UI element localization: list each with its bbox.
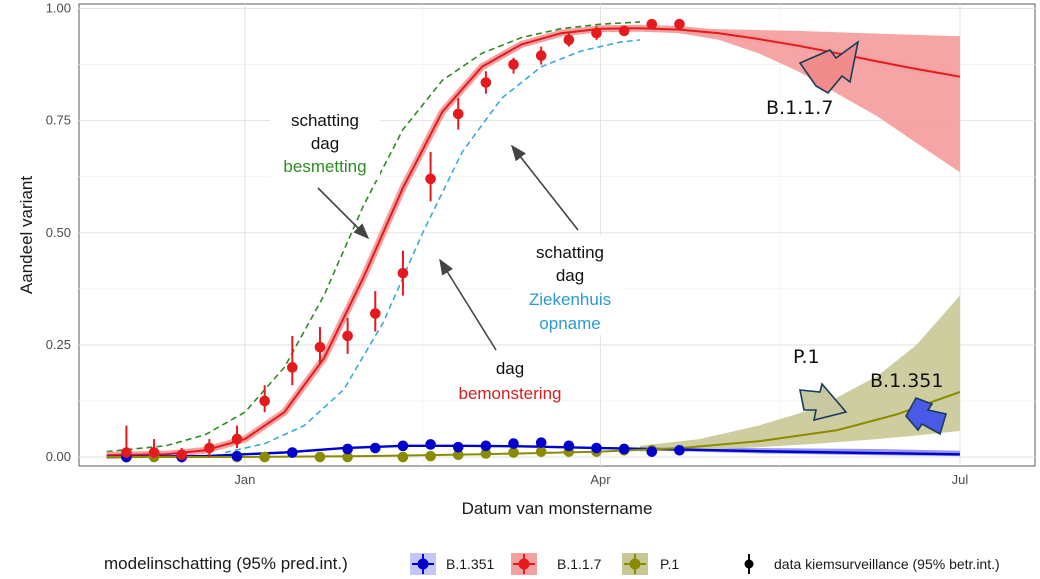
point-B.1.1.7 [148, 447, 160, 458]
point-P.1 [452, 449, 464, 461]
point-B.1.351 [231, 450, 243, 462]
point-B.1.351 [535, 437, 547, 448]
point-B.1.351 [508, 438, 519, 449]
label-b1351: B.1.351 [870, 370, 943, 392]
annotation-infection-line3: besmetting [283, 157, 366, 176]
x-tick-label: Jan [234, 472, 255, 487]
point-B.1.1.7 [314, 341, 326, 353]
legend-label-p1: P.1 [660, 556, 679, 572]
annotation-infection: schatting dag besmetting [270, 108, 380, 240]
point-B.1.1.7 [452, 108, 464, 120]
point-B.1.351 [674, 445, 685, 456]
annotation-infection-arrow [317, 187, 370, 240]
point-B.1.351 [480, 440, 492, 452]
annotation-sampling-line1: dag [496, 359, 524, 378]
x-axis-title: Datum van monstername [462, 499, 653, 518]
point-B.1.1.7 [535, 50, 547, 61]
legend: modelinschatting (95% pred.int.) B.1.351… [104, 553, 1000, 575]
point-P.1 [314, 451, 326, 463]
y-tick-label: 0.00 [46, 449, 71, 464]
arrow-b1351-icon [905, 397, 948, 436]
point-B.1.1.7 [425, 173, 436, 185]
annotation-hospital-line2: dag [556, 266, 584, 285]
y-tick-label: 0.75 [46, 113, 71, 128]
annotation-sampling: dag bemonstering [439, 258, 562, 403]
annotation-hospital-arrow [511, 144, 579, 231]
point-B.1.351 [425, 439, 436, 450]
point-B.1.351 [287, 447, 298, 458]
point-B.1.1.7 [646, 18, 658, 30]
annotation-hospital-line1: schatting [536, 243, 604, 262]
y-tick-labels: 0.00 0.25 0.50 0.75 1.00 [46, 0, 71, 464]
annotation-infection-line1: schatting [291, 111, 359, 130]
x-tick-label: Apr [590, 472, 611, 487]
legend-label-data: data kiemsurveillance (95% betr.int.) [774, 556, 1000, 572]
fit-P.1 [106, 391, 961, 458]
point-B.1.1.7 [342, 330, 353, 342]
legend-title: modelinschatting (95% pred.int.) [104, 554, 348, 573]
model-fits [106, 24, 961, 459]
point-P.1 [259, 451, 270, 463]
point-P.1 [425, 450, 436, 462]
point-P.1 [397, 451, 409, 463]
x-tick-labels: Jan Apr Jul [234, 472, 968, 487]
point-B.1.351 [591, 442, 602, 454]
point-B.1.1.7 [480, 77, 492, 88]
point-B.1.1.7 [618, 25, 630, 37]
y-tick-label: 1.00 [46, 0, 71, 15]
point-B.1.351 [618, 443, 630, 455]
point-B.1.351 [342, 443, 353, 455]
point-B.1.1.7 [176, 449, 188, 461]
fit-B.1.1.7 [106, 27, 961, 457]
annotation-hospital-line3: Ziekenhuis [529, 290, 611, 309]
arrow-p1-icon [799, 382, 848, 422]
point-B.1.1.7 [563, 34, 575, 46]
point-P.1 [535, 446, 547, 457]
band-P.1 [640, 295, 960, 452]
point-B.1.1.7 [508, 59, 519, 70]
annotation-sampling-line2: bemonstering [458, 384, 561, 403]
point-P.1 [342, 451, 353, 463]
annotation-infection-line2: dag [311, 134, 339, 153]
point-B.1.351 [369, 442, 381, 454]
label-b117: B.1.1.7 [766, 97, 833, 119]
data-points [121, 18, 685, 463]
annotation-hospital: schatting dag Ziekenhuis opname [511, 144, 626, 335]
y-tick-label: 0.50 [46, 225, 71, 240]
y-tick-label: 0.25 [46, 337, 71, 352]
point-B.1.1.7 [397, 267, 409, 279]
legend-label-b1351: B.1.351 [446, 556, 494, 572]
point-P.1 [480, 448, 492, 459]
point-B.1.1.7 [259, 395, 270, 407]
point-B.1.1.7 [369, 308, 381, 319]
annotation-hospital-line4: opname [539, 314, 600, 333]
point-B.1.351 [646, 446, 658, 457]
point-B.1.1.7 [674, 18, 685, 30]
point-B.1.1.7 [287, 362, 298, 373]
legend-label-b117: B.1.1.7 [557, 556, 602, 572]
annotation-sampling-arrow [439, 258, 497, 351]
arrow-b117-icon [798, 40, 860, 95]
fit-B.1.351 [106, 444, 960, 459]
point-B.1.351 [397, 440, 409, 452]
point-B.1.1.7 [231, 433, 243, 445]
point-B.1.1.7 [121, 447, 132, 458]
point-B.1.1.7 [204, 442, 215, 454]
point-B.1.1.7 [591, 27, 602, 39]
x-tick-label: Jul [952, 472, 969, 487]
point-B.1.351 [452, 441, 464, 453]
point-B.1.351 [563, 440, 575, 452]
label-p1: P.1 [793, 346, 820, 368]
y-axis-title: Aandeel variant [17, 176, 36, 294]
point-P.1 [508, 447, 519, 458]
